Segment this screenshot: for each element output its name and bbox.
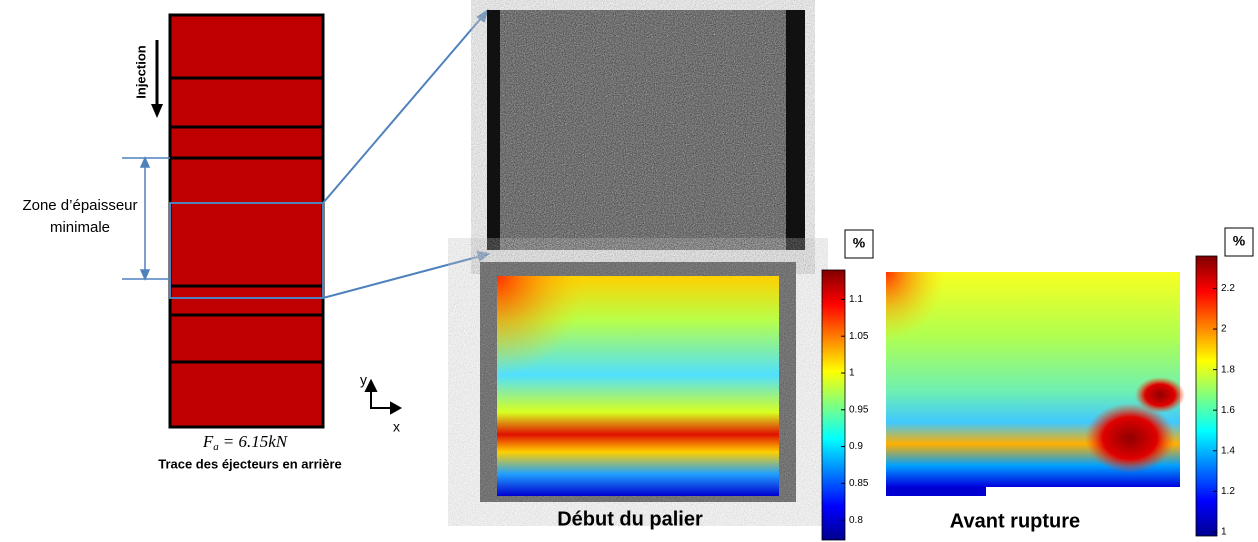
zone-label: Zone d’épaisseur: [22, 197, 137, 214]
zone-label: minimale: [50, 219, 110, 236]
colorbar-tick-label: 1.05: [849, 331, 869, 342]
injection-arrowhead: [151, 104, 163, 118]
formula-subscript: a: [213, 441, 219, 453]
colorbar-tick-label: 1.1: [849, 294, 863, 305]
map-caption: Début du palier: [557, 508, 703, 530]
colorbar-tick-label: 2: [1221, 324, 1227, 335]
strain-map: [480, 262, 796, 502]
colorbar-title: %: [853, 235, 866, 251]
formula-rest: = 6.15kN: [223, 432, 289, 451]
colorbar-tick-label: 1: [849, 368, 855, 379]
axis-x-label: x: [393, 419, 400, 435]
colorbar-tick-label: 0.85: [849, 478, 869, 489]
colorbar-tick-label: 1.6: [1221, 405, 1235, 416]
formula-symbol: F: [202, 432, 214, 451]
colorbar-tick-label: 1.2: [1221, 486, 1235, 497]
colorbar-tick-label: 2.2: [1221, 283, 1235, 294]
colorbar-tick-label: 1.8: [1221, 364, 1235, 375]
left-caption: Trace des éjecteurs en arrière: [158, 456, 342, 471]
colorbar-tick-label: 0.9: [849, 441, 863, 452]
left-panel: Injection Zone d’épaisseur minimale Fa = …: [22, 8, 491, 471]
zone-dimension: [122, 156, 170, 281]
colorbar-title: %: [1233, 233, 1246, 249]
colorbar: [1195, 255, 1218, 537]
speckle-image: [487, 10, 805, 250]
colorbar-tick-label: 0.95: [849, 404, 869, 415]
colorbar-tick-label: 1: [1221, 527, 1227, 538]
axis-y-label: y: [360, 372, 367, 388]
zone-box: [169, 202, 324, 299]
colorbar-title-box: [1224, 227, 1254, 257]
formula: Fa = 6.15kN: [202, 432, 289, 453]
strain-map: [886, 272, 1185, 496]
colorbar: [821, 269, 846, 541]
colorbar-tick-label: 1.4: [1221, 445, 1235, 456]
map-caption: Avant rupture: [950, 510, 1080, 532]
injection-label: Injection: [133, 45, 148, 99]
ejector-traces: [170, 76, 323, 364]
part-strip: [168, 13, 325, 429]
axes-icon: [364, 378, 403, 415]
colorbar-title-box: [844, 229, 874, 259]
zoom-arrows: [322, 8, 491, 299]
colorbar-tick-label: 0.8: [849, 515, 863, 526]
